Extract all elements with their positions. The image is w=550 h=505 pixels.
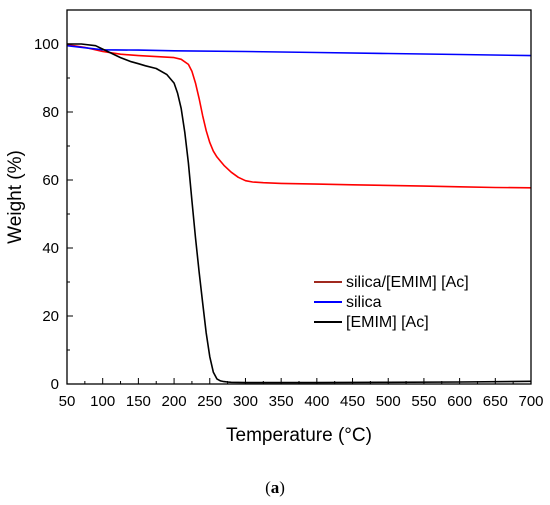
series-line-1 [67,44,531,57]
y-tick-label: 40 [42,240,59,257]
x-tick-label: 400 [304,393,329,410]
legend-label-2: [EMIM] [Ac] [346,314,429,331]
x-tick-label: 700 [518,393,543,410]
x-tick-label: 600 [447,393,472,410]
x-tick-label: 200 [162,393,187,410]
x-tick-label: 50 [59,393,76,410]
y-tick-label: 20 [42,308,59,325]
x-axis-title: Temperature (°C) [226,425,372,446]
x-tick-label: 250 [197,393,222,410]
x-tick-label: 500 [376,393,401,410]
series-line-0 [67,43,531,189]
y-axis-title: Weight (%) [5,150,26,244]
x-tick-label: 150 [126,393,151,410]
figure-caption: (a) [265,478,285,497]
y-tick-label: 60 [42,172,59,189]
x-tick-label: 300 [233,393,258,410]
caption-letter: a [271,478,280,497]
legend: silica/[EMIM] [Ac] silica [EMIM] [Ac] [314,274,469,331]
y-tick-label: 0 [51,376,59,393]
x-tick-label: 450 [340,393,365,410]
y-tick-label: 100 [34,36,59,53]
legend-label-0: silica/[EMIM] [Ac] [346,274,469,291]
series-line-2 [67,43,531,384]
legend-label-1: silica [346,294,382,311]
x-tick-label: 350 [269,393,294,410]
x-tick-label: 650 [483,393,508,410]
x-tick-label: 100 [90,393,115,410]
y-tick-label: 80 [42,104,59,121]
plot-area-frame [66,9,532,385]
x-tick-label: 550 [411,393,436,410]
